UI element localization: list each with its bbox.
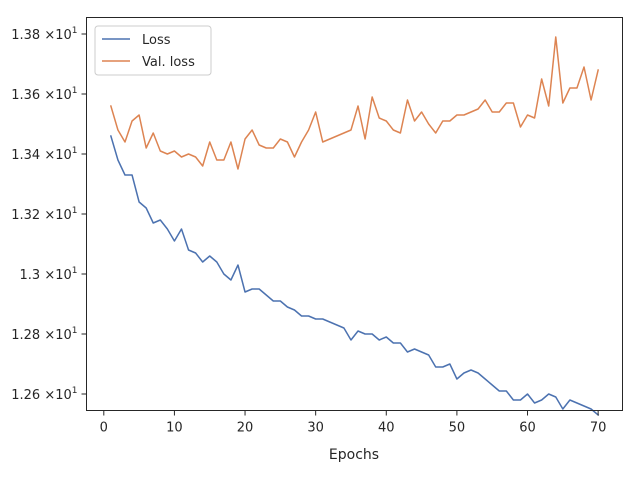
- series-line-loss: [109, 135, 600, 417]
- y-tick-label: 1.34 ×101: [11, 146, 77, 163]
- x-tick-label: 0: [100, 421, 108, 436]
- y-tick-label: 1.36 ×101: [11, 86, 77, 103]
- x-tick-label: 60: [519, 421, 536, 436]
- x-tick-label: 20: [237, 421, 254, 436]
- x-tick-label: 70: [590, 421, 607, 436]
- legend-label: Loss: [142, 33, 171, 48]
- x-tick-label: 50: [449, 421, 466, 436]
- y-tick-label: 1.38 ×101: [11, 26, 77, 43]
- y-axis: 1.26 ×101 1.28 ×101 1.3 ×101 1.32 ×101 1.34 …: [11, 26, 87, 403]
- x-tick-label: 30: [307, 421, 324, 436]
- series-line-val-loss: [109, 36, 600, 170]
- y-tick-label: 1.28 ×101: [11, 326, 77, 343]
- x-axis: 0 10 20 30 40 50 60 70: [100, 410, 607, 436]
- legend-label: Val. loss: [142, 55, 195, 70]
- y-tick-label: 1.3 ×101: [20, 266, 78, 283]
- y-tick-label: 1.26 ×101: [11, 386, 77, 403]
- x-tick-label: 40: [378, 421, 395, 436]
- series-layer: [109, 36, 600, 417]
- legend: Loss Val. loss: [94, 25, 212, 76]
- x-tick-label: 10: [166, 421, 183, 436]
- x-axis-label: Epochs: [329, 447, 379, 463]
- y-tick-label: 1.32 ×101: [11, 206, 77, 223]
